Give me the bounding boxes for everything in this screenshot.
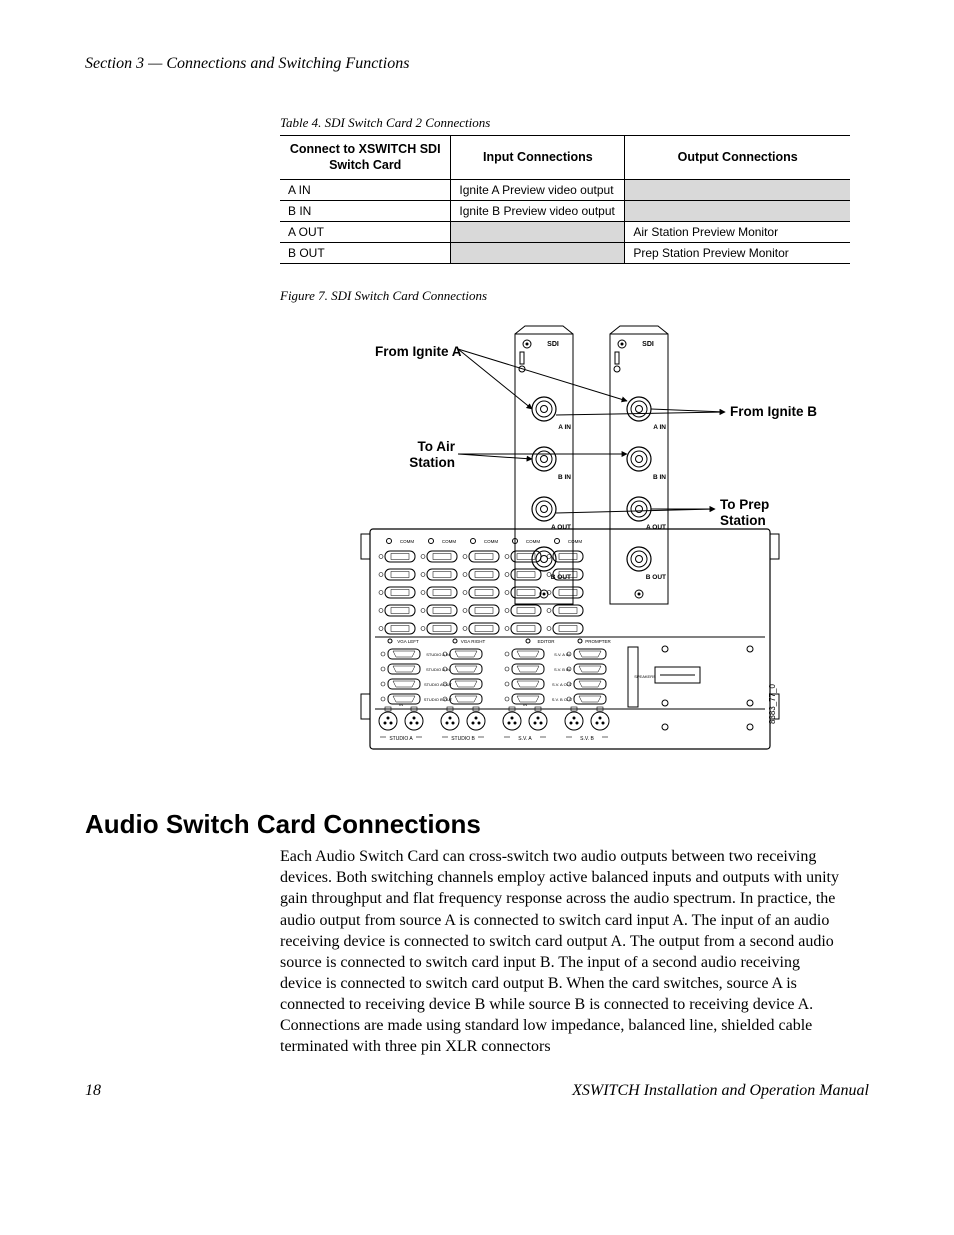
page: Section 3 — Connections and Switching Fu… bbox=[0, 0, 954, 1140]
label-to-air: To Air Station bbox=[385, 439, 455, 471]
table-row: A OUT Air Station Preview Monitor bbox=[280, 222, 850, 243]
svg-text:B OUT: B OUT bbox=[646, 574, 666, 581]
col-header: Output Connections bbox=[625, 136, 850, 180]
sdi-diagram: SDIA INB INA OUTB OUTSDIA INB INA OUTB O… bbox=[280, 314, 850, 774]
svg-text:S.V. B IN: S.V. B IN bbox=[554, 667, 570, 672]
svg-text:IN: IN bbox=[399, 702, 403, 707]
table-cell bbox=[625, 201, 850, 222]
table-header-row: Connect to XSWITCH SDI Switch Card Input… bbox=[280, 136, 850, 180]
svg-text:EDITOR: EDITOR bbox=[538, 639, 556, 644]
svg-text:S.V. B OUT: S.V. B OUT bbox=[552, 697, 573, 702]
body-paragraph: Each Audio Switch Card can cross-switch … bbox=[280, 846, 845, 1057]
svg-text:A OUT: A OUT bbox=[551, 524, 571, 531]
footer-title: XSWITCH Installation and Operation Manua… bbox=[572, 1082, 869, 1100]
table-row: B INIgnite B Preview video output bbox=[280, 201, 850, 222]
table-cell: B OUT bbox=[280, 243, 451, 264]
heading-audio-switch: Audio Switch Card Connections bbox=[85, 809, 869, 840]
svg-text:COMM: COMM bbox=[400, 539, 414, 544]
page-number: 18 bbox=[85, 1082, 101, 1100]
figure-caption: Figure 7. SDI Switch Card Connections bbox=[280, 288, 869, 304]
label-from-ignite-b: From Ignite B bbox=[730, 404, 817, 420]
svg-text:COMM: COMM bbox=[484, 539, 498, 544]
sdi-connections-table: Connect to XSWITCH SDI Switch Card Input… bbox=[280, 135, 850, 264]
svg-text:S.V. A OUT: S.V. A OUT bbox=[552, 682, 573, 687]
svg-text:SDI: SDI bbox=[642, 341, 654, 348]
svg-text:COMM: COMM bbox=[442, 539, 456, 544]
section-header: Section 3 — Connections and Switching Fu… bbox=[85, 55, 869, 73]
svg-text:B IN: B IN bbox=[558, 474, 571, 481]
table-cell: A IN bbox=[280, 180, 451, 201]
table-cell: Prep Station Preview Monitor bbox=[625, 243, 850, 264]
svg-text:STUDIO B OUT: STUDIO B OUT bbox=[424, 697, 453, 702]
svg-text:SPEAKERS: SPEAKERS bbox=[634, 674, 656, 679]
svg-text:B IN: B IN bbox=[653, 474, 666, 481]
table-cell bbox=[625, 180, 850, 201]
svg-text:A OUT: A OUT bbox=[646, 524, 666, 531]
table-cell: A OUT bbox=[280, 222, 451, 243]
svg-text:IN: IN bbox=[523, 702, 527, 707]
label-to-prep: To Prep Station bbox=[720, 497, 790, 529]
label-from-ignite-a: From Ignite A bbox=[375, 344, 462, 360]
page-footer: 18 XSWITCH Installation and Operation Ma… bbox=[85, 1082, 869, 1100]
col-header: Input Connections bbox=[451, 136, 625, 180]
svg-text:VGA RIGHT: VGA RIGHT bbox=[461, 639, 486, 644]
table-cell: Ignite B Preview video output bbox=[451, 201, 625, 222]
table-caption: Table 4. SDI Switch Card 2 Connections bbox=[280, 115, 869, 131]
svg-text:A IN: A IN bbox=[653, 424, 666, 431]
svg-text:SDI: SDI bbox=[547, 341, 559, 348]
svg-text:COMM: COMM bbox=[526, 539, 540, 544]
svg-text:PROMPTER: PROMPTER bbox=[585, 639, 611, 644]
svg-text:STUDIO A OUT: STUDIO A OUT bbox=[424, 682, 453, 687]
table-cell: Air Station Preview Monitor bbox=[625, 222, 850, 243]
figure-area: SDIA INB INA OUTB OUTSDIA INB INA OUTB O… bbox=[280, 314, 850, 774]
table-cell bbox=[451, 222, 625, 243]
svg-text:STUDIO B: STUDIO B bbox=[451, 736, 475, 742]
figure-side-code: 8383_77_0 bbox=[768, 684, 777, 724]
svg-text:STUDIO A: STUDIO A bbox=[389, 736, 413, 742]
svg-text:S.V. B: S.V. B bbox=[580, 736, 594, 742]
table-cell: B IN bbox=[280, 201, 451, 222]
table-row: A INIgnite A Preview video output bbox=[280, 180, 850, 201]
table-row: B OUT Prep Station Preview Monitor bbox=[280, 243, 850, 264]
svg-text:STUDIO A IN: STUDIO A IN bbox=[426, 652, 450, 657]
svg-text:STUDIO B IN: STUDIO B IN bbox=[426, 667, 450, 672]
table-cell: Ignite A Preview video output bbox=[451, 180, 625, 201]
svg-text:S.V. A IN: S.V. A IN bbox=[554, 652, 570, 657]
svg-text:S.V. A: S.V. A bbox=[518, 736, 532, 742]
col-header: Connect to XSWITCH SDI Switch Card bbox=[280, 136, 451, 180]
svg-text:VGA LEFT: VGA LEFT bbox=[397, 639, 419, 644]
svg-text:COMM: COMM bbox=[568, 539, 582, 544]
table-cell bbox=[451, 243, 625, 264]
svg-text:A IN: A IN bbox=[558, 424, 571, 431]
